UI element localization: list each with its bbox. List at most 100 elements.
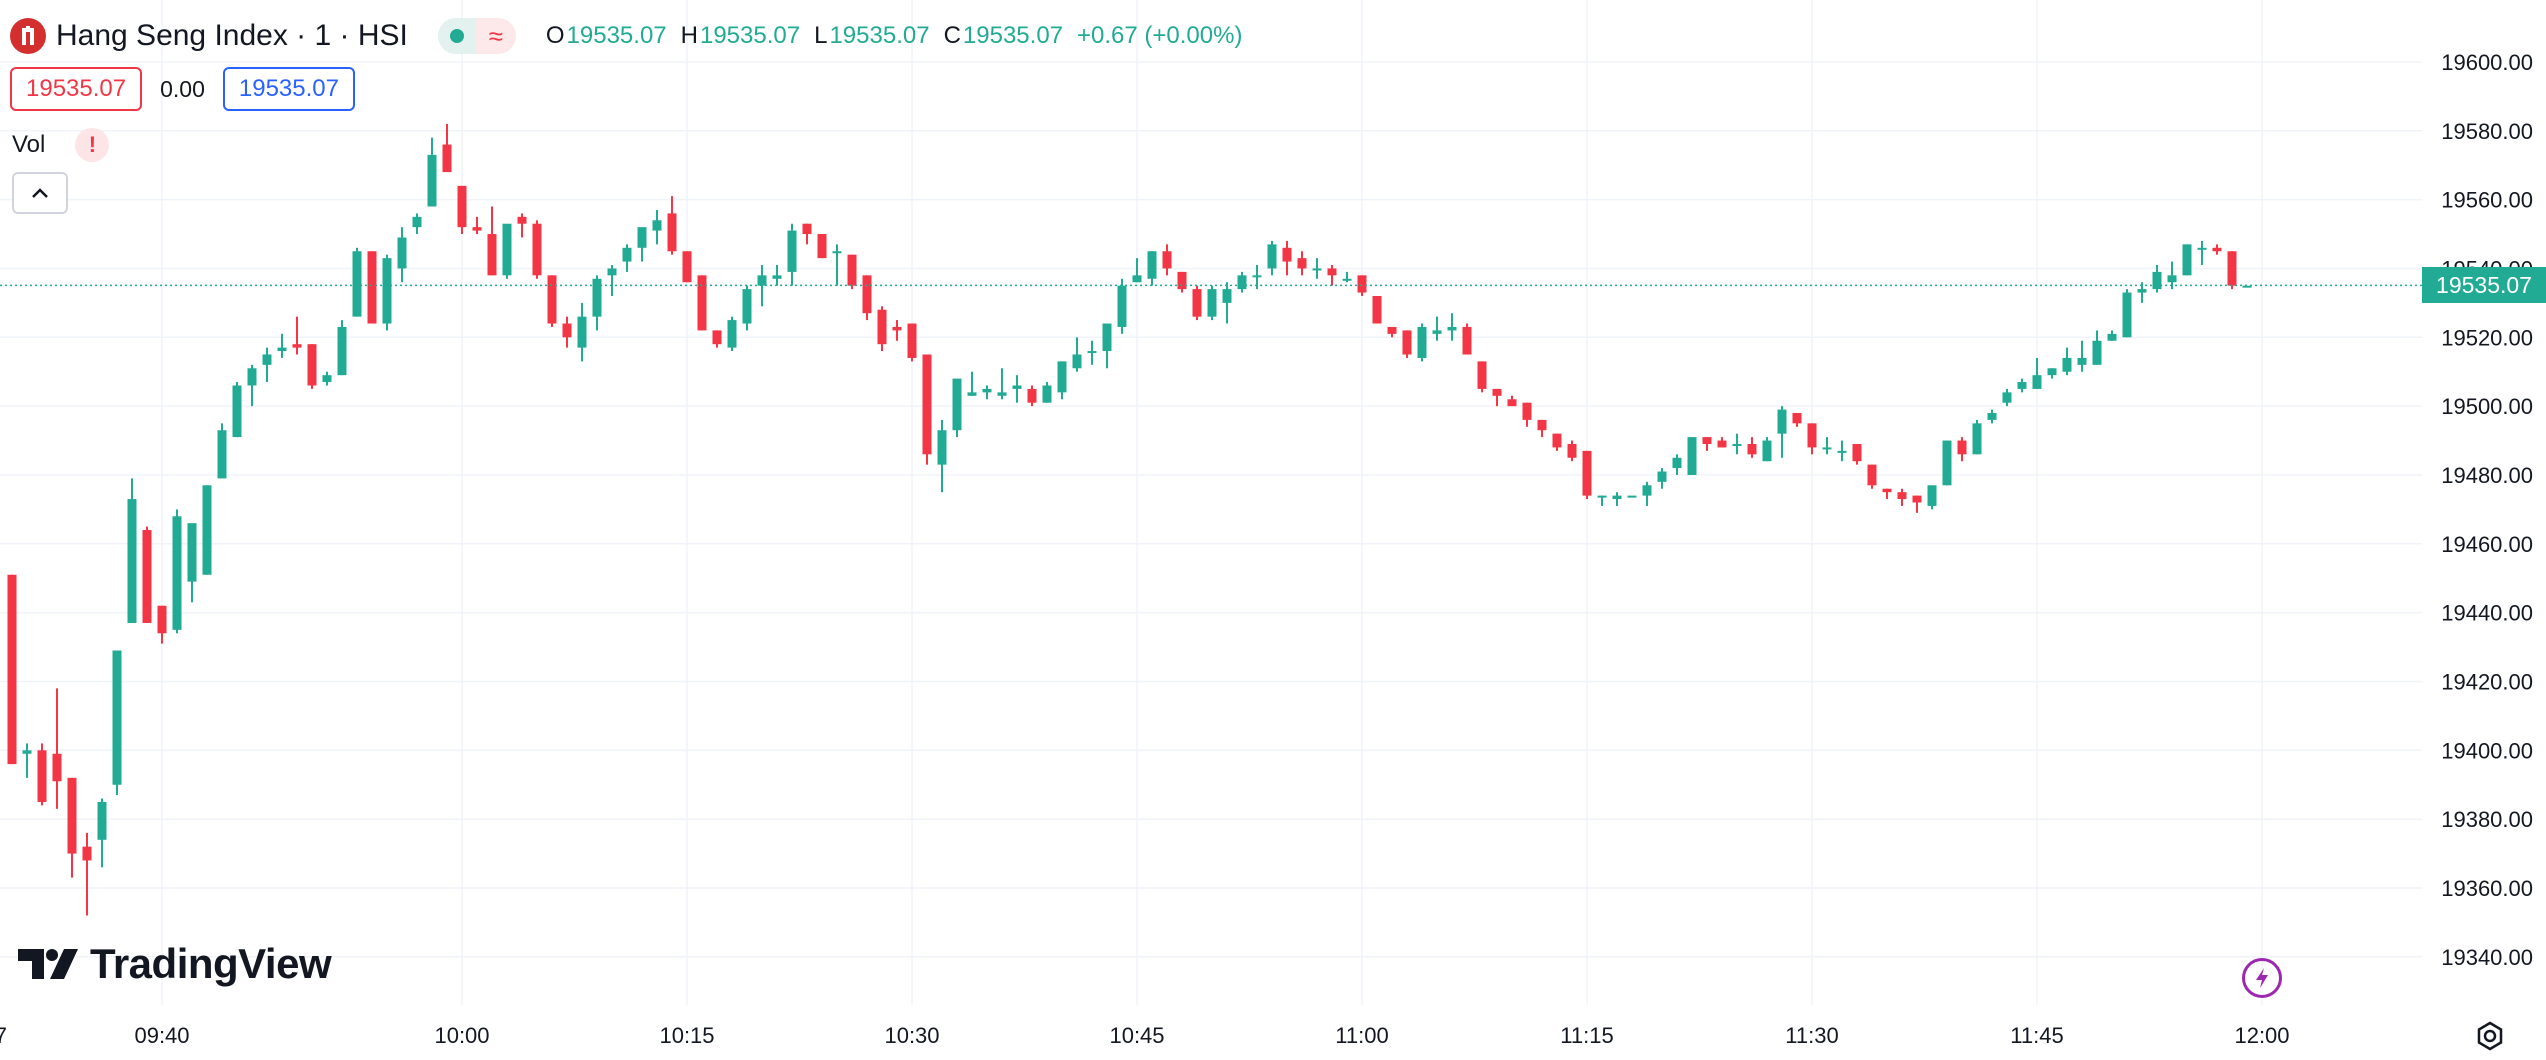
candle-body bbox=[1627, 495, 1637, 498]
candle-body bbox=[277, 347, 287, 352]
candle-body bbox=[1387, 326, 1397, 334]
candle-body bbox=[937, 430, 947, 465]
price-tick-label: 19460.00 bbox=[2441, 532, 2533, 557]
candle-body bbox=[2092, 340, 2102, 365]
candle-body bbox=[1252, 275, 1262, 278]
candle-body bbox=[757, 275, 767, 286]
candle-body bbox=[1462, 326, 1472, 355]
candle-body bbox=[2167, 275, 2177, 283]
candle-body bbox=[907, 323, 917, 358]
candle-body bbox=[1717, 440, 1727, 448]
candle-body bbox=[382, 258, 392, 324]
price-tick-label: 19400.00 bbox=[2441, 738, 2533, 763]
chart-settings-icon[interactable] bbox=[2472, 1018, 2508, 1054]
candle-body bbox=[1597, 495, 1607, 498]
candle-body bbox=[787, 230, 797, 272]
candle-body bbox=[2227, 251, 2237, 286]
candle-body bbox=[1237, 275, 1247, 290]
candle-body bbox=[2122, 292, 2132, 338]
candle-body bbox=[1807, 423, 1817, 448]
candle-body bbox=[292, 344, 302, 348]
candle-body bbox=[1207, 289, 1217, 317]
candle-body bbox=[682, 251, 692, 283]
warning-icon[interactable]: ! bbox=[75, 128, 110, 162]
candle-body bbox=[742, 289, 752, 324]
candle-body bbox=[817, 234, 827, 259]
time-axis[interactable]: 09:40 10:00 10:15 10:30 10:45 11:00 11:15 11:30… bbox=[0, 1023, 2290, 1048]
candle-body bbox=[127, 499, 137, 623]
price-tick-label: 19420.00 bbox=[2441, 669, 2533, 694]
candle-body bbox=[112, 650, 122, 785]
candle-body bbox=[1012, 385, 1022, 389]
symbol-legend: Hang Seng Index · 1 · HSI ≈ O 19535.07 H… bbox=[10, 14, 1256, 58]
candle-body bbox=[1492, 388, 1502, 396]
market-status-pill[interactable]: ≈ bbox=[437, 18, 516, 54]
candle-body bbox=[532, 223, 542, 276]
price-tick-label: 19440.00 bbox=[2441, 601, 2533, 626]
candle-body bbox=[1792, 413, 1802, 424]
buy-price-button[interactable]: 19535.07 bbox=[222, 67, 355, 111]
candle-body bbox=[1972, 423, 1982, 455]
tradingview-logo[interactable]: TradingView bbox=[18, 940, 332, 988]
change-value: +0.67 (+0.00%) bbox=[1077, 22, 1243, 49]
candle-body bbox=[667, 213, 677, 252]
candle-body bbox=[2017, 382, 2027, 389]
symbol-title[interactable]: Hang Seng Index · 1 · HSI bbox=[56, 19, 408, 52]
hsi-logo-icon[interactable] bbox=[10, 18, 46, 54]
tradingview-wordmark: TradingView bbox=[90, 940, 332, 987]
time-tick-label: 11:00 bbox=[1335, 1023, 1388, 1048]
volume-label[interactable]: Vol bbox=[12, 131, 46, 158]
candle-body bbox=[1312, 268, 1322, 271]
high-label: H bbox=[680, 22, 698, 49]
candle-body bbox=[1672, 457, 1682, 469]
volume-legend: Vol ! bbox=[12, 128, 110, 162]
low-label: L bbox=[814, 22, 828, 49]
candle-body bbox=[187, 523, 197, 582]
candle-body bbox=[487, 234, 497, 276]
candle-body bbox=[1027, 388, 1037, 403]
price-tick-label: 19560.00 bbox=[2441, 188, 2533, 213]
price-tick-label: 19480.00 bbox=[2441, 463, 2533, 488]
price-tick-label: 19340.00 bbox=[2441, 945, 2533, 970]
candle-body bbox=[217, 430, 227, 479]
candle-body bbox=[1282, 247, 1292, 262]
candle-body bbox=[1057, 361, 1067, 393]
time-tick-label: 10:30 bbox=[884, 1023, 939, 1048]
candle-body bbox=[2077, 357, 2087, 365]
candle-body bbox=[1732, 443, 1742, 446]
candle-body bbox=[1447, 326, 1457, 331]
candle-body bbox=[727, 320, 737, 348]
spread-value: 0.00 bbox=[160, 75, 205, 102]
close-label: C bbox=[943, 22, 961, 49]
candle-body bbox=[832, 251, 842, 254]
candle-body bbox=[412, 216, 422, 228]
candle-body bbox=[607, 268, 617, 276]
delayed-data-icon: ≈ bbox=[475, 18, 516, 54]
time-tick-label: 11:15 bbox=[1560, 1023, 1613, 1048]
candle-body bbox=[1342, 278, 1352, 281]
candle-body bbox=[1042, 385, 1052, 403]
price-tick-label: 19500.00 bbox=[2441, 394, 2533, 419]
time-tick-label: 10:45 bbox=[1109, 1023, 1164, 1048]
candle-body bbox=[1552, 433, 1562, 448]
price-axis[interactable]: 19340.00 19360.00 19380.00 19400.00 19420.00… bbox=[2441, 50, 2533, 970]
chevron-up-icon bbox=[32, 188, 48, 198]
price-tick-label: 19580.00 bbox=[2441, 119, 2533, 144]
candle-body bbox=[772, 275, 782, 279]
candle-body bbox=[1147, 251, 1157, 279]
candle-body bbox=[697, 275, 707, 331]
candle-body bbox=[502, 223, 512, 276]
collapse-legend-button[interactable] bbox=[12, 172, 68, 214]
lightning-icon[interactable] bbox=[2242, 958, 2282, 998]
candle-body bbox=[547, 275, 557, 324]
candle-body bbox=[442, 144, 452, 173]
price-tick-label: 19360.00 bbox=[2441, 876, 2533, 901]
candle-body bbox=[172, 516, 182, 630]
candle-body bbox=[1267, 244, 1277, 269]
candle-body bbox=[982, 388, 992, 393]
candle-body bbox=[577, 316, 587, 348]
sell-price-button[interactable]: 19535.07 bbox=[10, 67, 143, 111]
candle-body bbox=[2107, 333, 2117, 341]
price-tick-label: 19520.00 bbox=[2441, 325, 2533, 350]
